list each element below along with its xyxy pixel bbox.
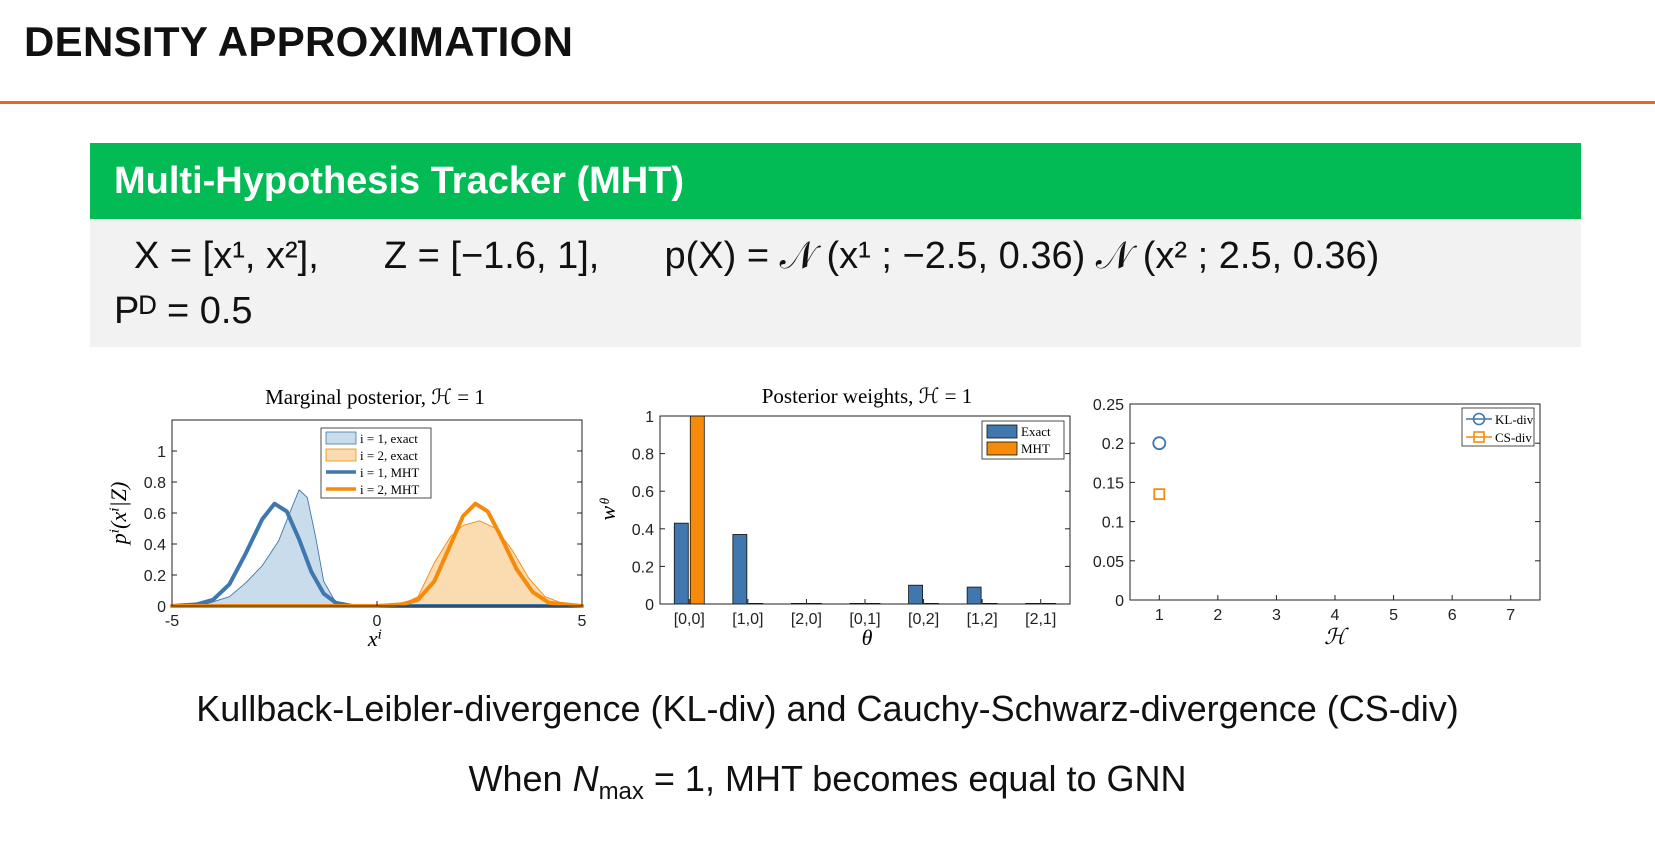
c1-areas xyxy=(171,489,583,607)
c1-y-ticks: 0 0.2 0.4 0.6 0.8 1 xyxy=(144,444,582,616)
c1-x-tick-label-1: 0 xyxy=(373,613,382,630)
chart-posterior-weights: Posterior weights, ℋ = 1 00.20.40.60.81 … xyxy=(595,384,1071,650)
c2-y-tick-label-3: 0.6 xyxy=(632,484,654,501)
c1-title: Marginal posterior, ℋ = 1 xyxy=(265,385,485,409)
c2-xlabel: θ xyxy=(862,625,873,650)
c2-x-tick-label-1: [1,0] xyxy=(732,611,763,628)
caption-gnn-sub: max xyxy=(598,778,644,806)
c3-y-tick-label-5: 0.25 xyxy=(1093,397,1124,414)
c2-title: Posterior weights, ℋ = 1 xyxy=(762,384,973,408)
caption-gnn-prefix: When xyxy=(468,758,573,799)
c2-x-tick-label-6: [2,1] xyxy=(1025,611,1056,628)
c3-x-tick-label-0: 1 xyxy=(1155,607,1164,624)
equation-line-2: Pᴰ = 0.5 xyxy=(114,290,253,332)
mht-block: Multi-Hypothesis Tracker (MHT) X = [x¹, … xyxy=(90,143,1581,347)
c3-y-tick-label-4: 0.2 xyxy=(1102,436,1124,453)
c3-y-tick-label-3: 0.15 xyxy=(1093,475,1124,492)
c2-bar-exact-0 xyxy=(673,522,689,605)
c2-ylabel: wᶿ xyxy=(595,498,620,521)
c1-y-tick-label-5: 1 xyxy=(157,444,166,461)
eq-z: Z = [−1.6, 1], xyxy=(383,235,600,277)
c2-y-tick-label-5: 1 xyxy=(645,409,654,426)
c1-y-tick-label-1: 0.2 xyxy=(144,568,166,585)
c3-y-tick-label-0: 0 xyxy=(1115,593,1124,610)
c1-y-tick-label-2: 0.4 xyxy=(144,537,166,554)
figure: Marginal posterior, ℋ = 1 0 0.2 0.4 0.6 0.8 1… xyxy=(90,376,1590,656)
c3-legend-label-2: CS-div xyxy=(1495,430,1532,445)
c3-x-tick-label-4: 5 xyxy=(1389,607,1398,624)
c2-bars xyxy=(673,415,1057,605)
figure-svg: Marginal posterior, ℋ = 1 0 0.2 0.4 0.6 0.8 1… xyxy=(106,384,1541,651)
c1-lines xyxy=(170,501,584,608)
c1-y-tick-label-3: 0.6 xyxy=(144,506,166,523)
c3-x-tick-label-2: 3 xyxy=(1272,607,1281,624)
c1-xlabel: xⁱ xyxy=(367,626,382,651)
c1-legend: i = 1, exact i = 2, exact i = 1, MHT i =… xyxy=(320,427,432,499)
caption-gnn: When Nmax = 1, MHT becomes equal to GNN xyxy=(0,758,1655,806)
c1-legend-swatch-2 xyxy=(325,448,357,462)
c1-line-series-4 xyxy=(170,501,584,608)
c1-legend-label-1: i = 1, exact xyxy=(360,431,418,446)
c1-x-ticks: -5 0 5 xyxy=(165,601,587,630)
c3-y-tick-label-2: 0.1 xyxy=(1102,515,1124,532)
c3-point-kl-div-0 xyxy=(1152,436,1167,451)
caption-divergences: Kullback-Leibler-divergence (KL-div) and… xyxy=(196,688,1459,729)
c3-x-tick-label-6: 7 xyxy=(1506,607,1515,624)
c1-x-tick-label-0: -5 xyxy=(165,613,179,630)
c3-legend-marker-2 xyxy=(1473,431,1485,443)
c2-bar-exact-5 xyxy=(966,586,982,605)
chart-divergences: 0 0.05 0.1 0.15 0.2 0.25 1 2 3 4 5 6 7 ℋ KL-div CS-… xyxy=(1093,397,1541,649)
c3-y-tick-label-1: 0.05 xyxy=(1093,554,1124,571)
c2-x-tick-label-0: [0,0] xyxy=(674,611,705,628)
c1-x-tick-label-2: 5 xyxy=(578,613,587,630)
c1-legend-swatch-1 xyxy=(325,431,357,445)
c3-y-ticks: 0 0.05 0.1 0.15 0.2 0.25 xyxy=(1093,397,1540,610)
c1-y-tick-label-0: 0 xyxy=(157,599,166,616)
title-rule xyxy=(0,101,1655,104)
c3-legend-marker-1 xyxy=(1472,412,1486,426)
c1-y-tick-label-4: 0.8 xyxy=(144,475,166,492)
c1-legend-label-4: i = 2, MHT xyxy=(360,482,419,497)
c2-bar-exact-1 xyxy=(732,534,748,605)
c1-legend-label-3: i = 1, MHT xyxy=(360,465,419,480)
c2-y-tick-label-0: 0 xyxy=(645,597,654,614)
c2-legend: Exact MHT xyxy=(981,420,1065,460)
c3-points xyxy=(1152,436,1167,501)
c1-legend-label-2: i = 2, exact xyxy=(360,448,418,463)
c2-y-tick-label-2: 0.4 xyxy=(632,522,654,539)
c2-x-tick-label-5: [1,2] xyxy=(967,611,998,628)
c2-y-tick-label-4: 0.8 xyxy=(632,447,654,464)
c3-x-tick-label-1: 2 xyxy=(1213,607,1222,624)
eq-px: p(X) = 𝒩 (x¹ ; −2.5, 0.36) 𝒩 (x² ; 2.5, … xyxy=(664,235,1380,277)
c2-x-ticks: [0,0] [1,0] [2,0] [0,1] [0,2] [1,2] [2,1] xyxy=(674,599,1056,628)
caption-gnn-n: N xyxy=(572,758,599,799)
c2-x-tick-label-2: [2,0] xyxy=(791,611,822,628)
c1-ylabel: pⁱ(xⁱ|Z) xyxy=(106,482,131,547)
block-heading: Multi-Hypothesis Tracker (MHT) xyxy=(90,143,1581,219)
c2-y-tick-label-1: 0.2 xyxy=(632,559,654,576)
caption-gnn-suffix: = 1, MHT becomes equal to GNN xyxy=(643,758,1187,799)
c2-bar-mht-0 xyxy=(689,415,705,605)
c3-point-cs-div-0 xyxy=(1153,488,1166,501)
c3-x-tick-label-3: 4 xyxy=(1331,607,1340,624)
c2-x-tick-label-3: [0,1] xyxy=(849,611,880,628)
c2-y-ticks: 0 0.2 0.4 0.6 0.8 1 xyxy=(632,409,1070,614)
c2-legend-label-2: MHT xyxy=(1021,441,1050,456)
c3-xlabel: ℋ xyxy=(1324,624,1349,649)
equation-line-1: X = [x¹, x²], Z = [−1.6, 1], p(X) = 𝒩 (x… xyxy=(134,235,1379,278)
c3-legend: KL-div CS-div xyxy=(1461,407,1535,447)
c2-legend-label-1: Exact xyxy=(1021,424,1051,439)
slide-title: DENSITY APPROXIMATION xyxy=(24,18,574,65)
c3-x-ticks: 1 2 3 4 5 6 7 xyxy=(1155,595,1515,624)
c3-x-tick-label-5: 6 xyxy=(1448,607,1457,624)
c2-x-tick-label-4: [0,2] xyxy=(908,611,939,628)
chart-marginal-posterior: Marginal posterior, ℋ = 1 0 0.2 0.4 0.6 0.8 1… xyxy=(106,385,587,651)
c2-legend-swatch-1 xyxy=(986,424,1018,439)
c3-legend-label-1: KL-div xyxy=(1495,412,1534,427)
c2-bar-exact-4 xyxy=(908,584,923,605)
c2-legend-swatch-2 xyxy=(986,441,1018,456)
eq-x: X = [x¹, x²], xyxy=(134,235,319,277)
